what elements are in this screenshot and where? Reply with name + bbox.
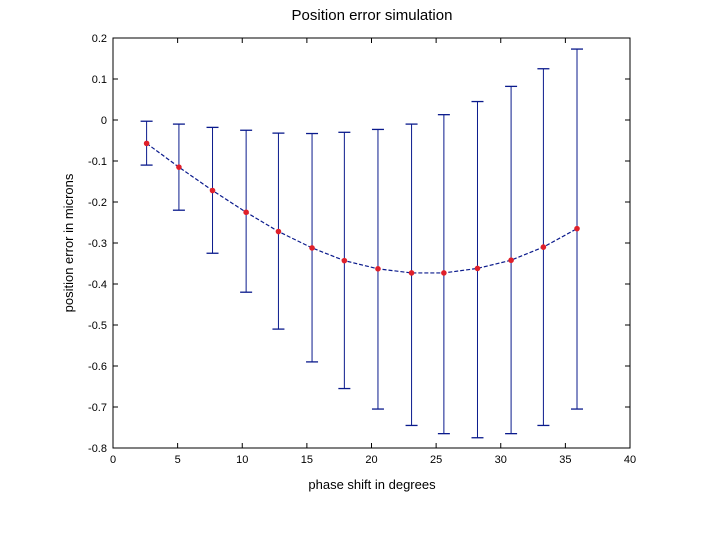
- data-point: [574, 225, 580, 232]
- data-point: [375, 266, 381, 272]
- x-tick-label: 35: [559, 454, 571, 466]
- data-markers: [143, 140, 580, 276]
- y-tick-label: -0.6: [88, 361, 107, 373]
- y-tick-label: -0.4: [88, 279, 107, 291]
- y-tick-label: -0.1: [88, 156, 107, 168]
- y-tick-label: -0.7: [88, 402, 107, 414]
- x-tick-label: 40: [624, 454, 636, 466]
- data-point: [143, 140, 150, 147]
- data-point: [341, 257, 348, 264]
- data-point: [540, 244, 547, 250]
- data-point: [508, 257, 514, 264]
- data-point: [441, 270, 447, 276]
- data-point: [309, 245, 315, 251]
- y-tick-label: -0.2: [88, 197, 107, 209]
- data-point: [176, 164, 182, 170]
- series-line-group: [146, 142, 578, 274]
- series-line: [146, 142, 578, 274]
- x-tick-label: 20: [365, 454, 377, 466]
- data-point: [474, 265, 481, 272]
- data-point: [209, 187, 216, 194]
- y-tick-label: -0.8: [88, 443, 107, 455]
- y-tick-label: 0: [101, 115, 107, 127]
- y-tick-label: 0.2: [92, 33, 107, 45]
- data-point: [243, 209, 249, 216]
- data-point: [408, 270, 415, 276]
- y-axis-label: position error in microns: [61, 173, 76, 312]
- y-tick-label: 0.1: [92, 74, 107, 86]
- x-axis-label: phase shift in degrees: [308, 477, 436, 492]
- axis-ticks: 0 5 10 15 20 25 30 35 40 0.2 0.1 0 -0.1 -0.2 -0.3 -0.4 -…: [88, 33, 636, 466]
- y-tick-label: -0.3: [88, 238, 107, 250]
- y-tick-label: -0.5: [88, 320, 107, 332]
- x-tick-label: 10: [236, 454, 248, 466]
- x-tick-label: 0: [110, 454, 116, 466]
- x-tick-label: 15: [301, 454, 313, 466]
- x-tick-label: 30: [495, 454, 507, 466]
- chart-title: Position error simulation: [292, 7, 453, 24]
- x-tick-label: 25: [430, 454, 442, 466]
- data-point: [275, 228, 282, 235]
- x-tick-label: 5: [175, 454, 181, 466]
- plot-area: [112, 37, 631, 449]
